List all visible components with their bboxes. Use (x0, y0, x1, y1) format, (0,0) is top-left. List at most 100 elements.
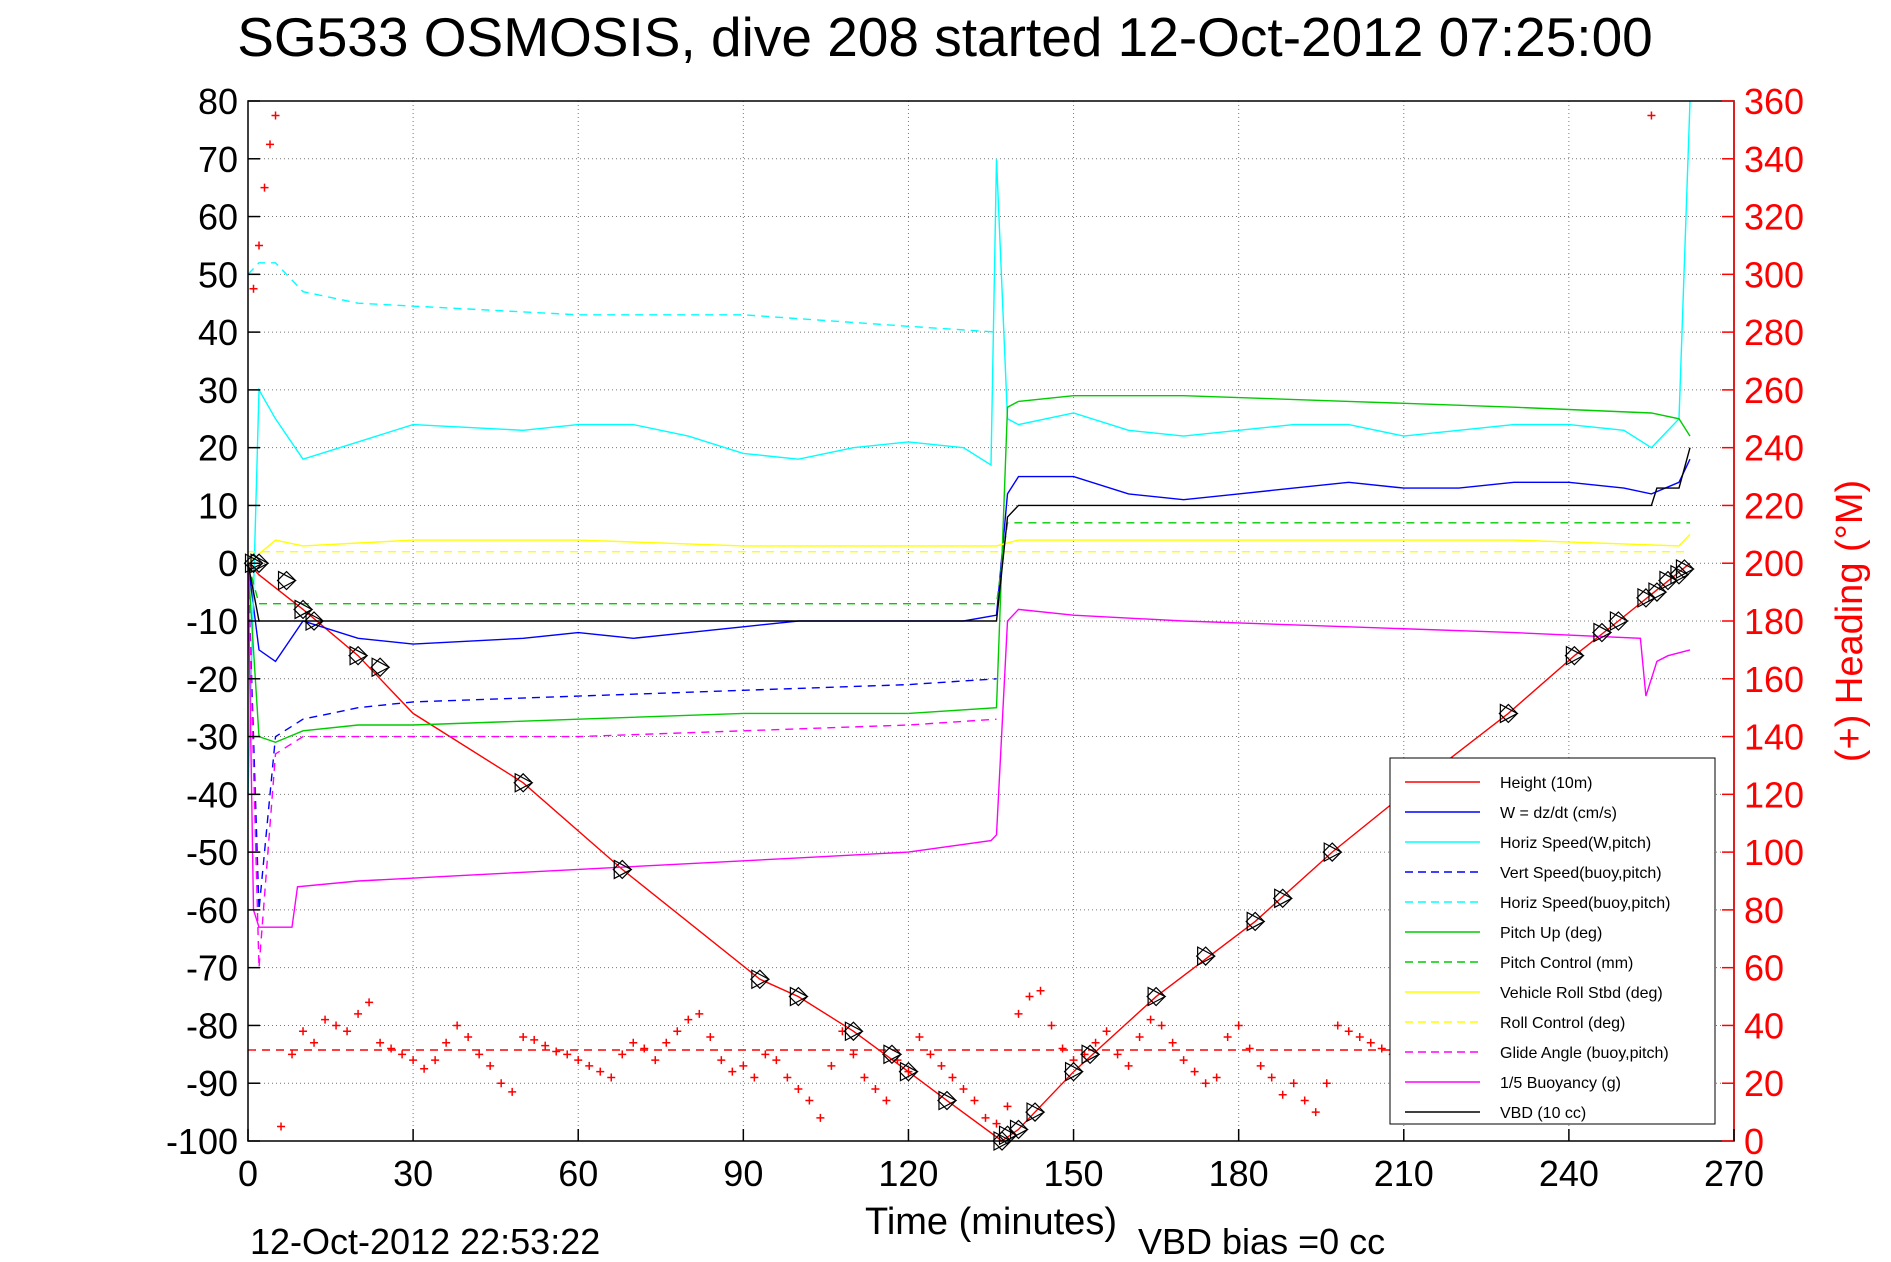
heading-point (728, 1067, 737, 1076)
marker-triangle (1246, 911, 1266, 932)
marker-triangle (514, 772, 534, 793)
heading-point (431, 1056, 440, 1065)
legend-label: Glide Angle (buoy,pitch) (1500, 1045, 1669, 1062)
heading-point (596, 1067, 605, 1076)
marker-diamond (513, 772, 534, 793)
legend-label: VBD (10 cc) (1500, 1105, 1586, 1122)
heading-point (255, 241, 264, 250)
series-line-3 (247, 563, 997, 910)
right-tick-label: 320 (1744, 197, 1804, 238)
heading-point (1135, 1033, 1144, 1041)
depth-marker (997, 1125, 1018, 1146)
depth-marker (882, 1044, 903, 1065)
heading-point (1113, 1050, 1122, 1059)
heading-point (1333, 1021, 1342, 1030)
heading-point (1278, 1090, 1287, 1099)
x-tick-label: 270 (1704, 1153, 1764, 1194)
marker-triangle (1499, 703, 1519, 724)
right-axis-label: (+) Heading (°M) (1829, 480, 1871, 762)
legend-label: Vert Speed(buoy,pitch) (1500, 865, 1662, 882)
marker-triangle (998, 1125, 1018, 1146)
depth-marker (1272, 888, 1293, 909)
heading-point (332, 1021, 341, 1030)
marker-triangle (789, 986, 809, 1007)
heading-point (1157, 1021, 1166, 1030)
heading-point (464, 1033, 473, 1041)
marker-triangle (1026, 1102, 1046, 1123)
heading-point (1267, 1073, 1276, 1082)
marker-diamond (1674, 559, 1695, 579)
heading-point (706, 1033, 715, 1041)
heading-point (1311, 1108, 1320, 1117)
legend-label: Pitch Control (mm) (1500, 955, 1633, 972)
legend: Height (10m) W = dz/dt (cm/s) Horiz Speed(… (1389, 757, 1716, 1125)
depth-marker (788, 986, 809, 1007)
heading-point (739, 1061, 748, 1070)
marker-triangle (371, 657, 391, 678)
right-tick-label: 80 (1744, 890, 1784, 931)
marker-triangle (1197, 946, 1216, 967)
heading-point (249, 284, 258, 293)
depth-marker (1146, 986, 1167, 1007)
left-tick-label: -90 (186, 1063, 238, 1104)
heading-point (1047, 1021, 1056, 1030)
right-tick-label: 20 (1744, 1063, 1784, 1104)
heading-point (409, 1056, 418, 1065)
marker-triangle (1565, 645, 1585, 666)
marker-diamond (997, 1125, 1018, 1146)
depth-marker (1322, 842, 1343, 863)
marker-diamond (1146, 986, 1166, 1007)
marker-diamond (1245, 911, 1266, 932)
heading-point (992, 1119, 1001, 1128)
left-tick-label: -20 (186, 659, 238, 700)
marker-diamond (1063, 1061, 1084, 1082)
heading-point (1355, 1033, 1364, 1041)
left-tick-label: 10 (198, 485, 238, 526)
right-tick-label: 200 (1744, 543, 1804, 584)
x-tick-label: 30 (393, 1153, 433, 1194)
legend-label: W = dz/dt (cm/s) (1500, 805, 1617, 822)
heading-point (1647, 111, 1656, 120)
heading-point (750, 1073, 759, 1082)
heading-point (354, 1009, 363, 1018)
depth-marker (293, 599, 314, 620)
marker-triangle (277, 570, 297, 591)
heading-point (288, 1050, 297, 1059)
depth-marker (1592, 622, 1613, 643)
left-tick-label: 70 (198, 139, 238, 180)
heading-point (277, 1122, 286, 1131)
marker-diamond (749, 969, 770, 990)
left-tick-label: 20 (198, 428, 238, 469)
right-tick-label: 220 (1744, 485, 1804, 526)
marker-triangle (1670, 564, 1690, 585)
heading-point (299, 1027, 308, 1036)
depth-marker (276, 570, 297, 591)
left-tick-label: -30 (186, 717, 238, 758)
heading-point (1036, 986, 1045, 995)
heading-point (497, 1079, 506, 1088)
heading-point (618, 1050, 627, 1059)
x-tick-label: 60 (558, 1153, 598, 1194)
marker-triangle (1274, 888, 1293, 909)
marker-triangle (938, 1090, 958, 1111)
heading-point (453, 1021, 462, 1030)
heading-point (475, 1050, 484, 1059)
heading-point (1256, 1061, 1265, 1070)
marker-triangle (899, 1061, 919, 1082)
heading-point (772, 1056, 781, 1065)
depth-marker (513, 772, 534, 793)
heading-point (271, 111, 280, 120)
legend-label: Horiz Speed(W,pitch) (1500, 835, 1651, 852)
right-tick-label: 100 (1744, 832, 1804, 873)
heading-point (640, 1044, 649, 1053)
marker-diamond (1608, 611, 1629, 631)
right-tick-label: 280 (1744, 312, 1804, 353)
heading-point (1377, 1044, 1386, 1053)
marker-triangle (1147, 986, 1167, 1007)
x-tick-label: 150 (1044, 1153, 1104, 1194)
left-tick-label: 80 (198, 81, 238, 122)
depth-marker (304, 611, 325, 631)
marker-triangle (1009, 1119, 1029, 1140)
heading-point (1344, 1027, 1353, 1036)
